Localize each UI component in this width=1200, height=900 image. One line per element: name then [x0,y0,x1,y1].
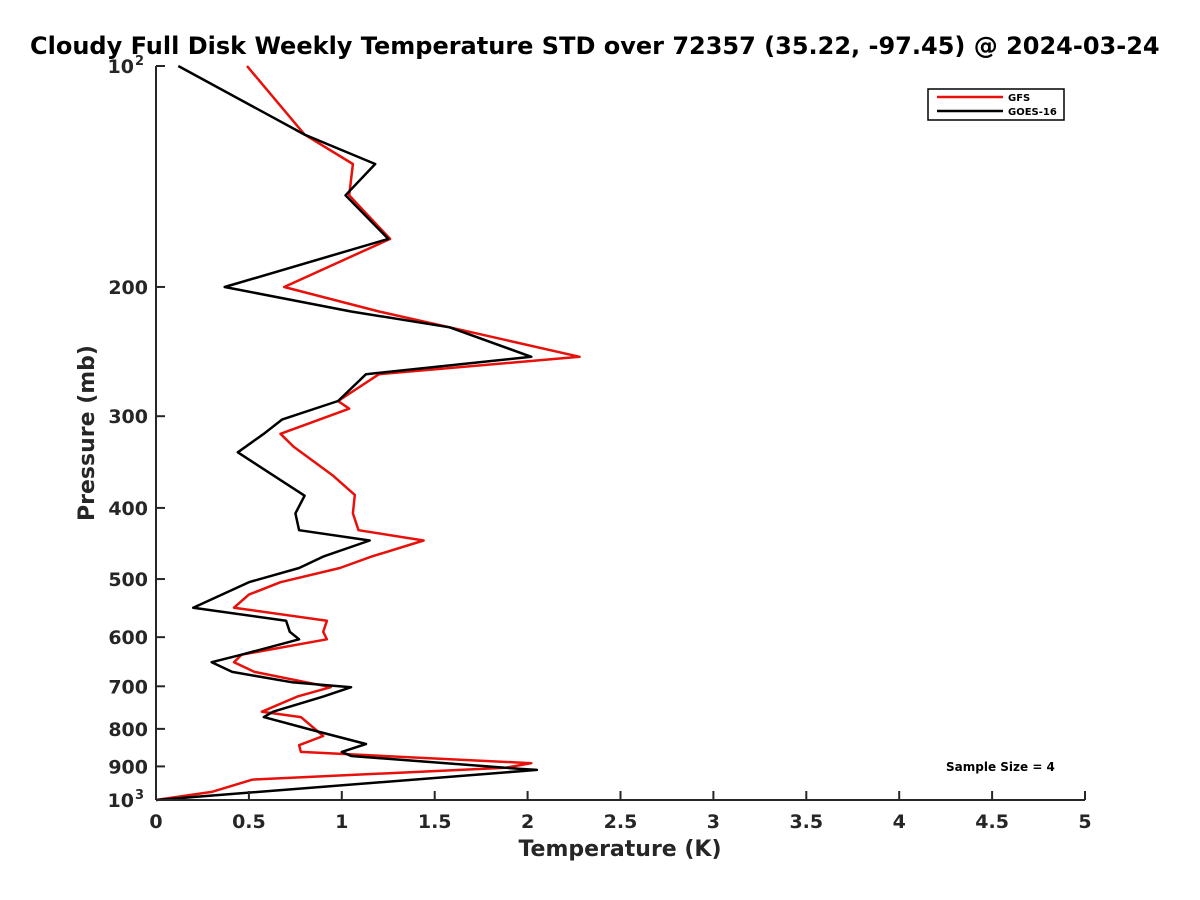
series-line-goes16 [155,64,539,802]
x-tick-label: 3 [707,811,720,833]
x-tick-label: 4 [893,811,906,833]
x-axis-label: Temperature (K) [518,837,721,862]
sample-size-annotation: Sample Size = 4 [946,760,1055,774]
y-tick-label: 10 [108,790,134,812]
x-tick-label: 0.5 [232,811,266,833]
legend-box [927,88,1065,121]
y-tick-label: 300 [108,406,148,428]
y-tick-label: 600 [108,627,148,649]
x-tick-label: 2 [521,811,534,833]
y-tick-label: 10 [108,56,134,78]
axes-layer: 0 0.5 1 1.5 2 2.5 3 3.5 4 4.5 510 22003004005006007… [108,54,1092,833]
legend-label-goes16: GOES-16 [1008,107,1057,118]
y-axis-label: Pressure (mb) [75,345,100,521]
x-tick-label: 5 [1078,811,1091,833]
chart-title: Cloudy Full Disk Weekly Temperature STD … [30,32,1160,60]
x-tick-label: 3.5 [789,811,823,833]
y-tick-label: 900 [108,756,148,778]
legend-label-gfs: GFS [1008,93,1030,104]
legend: GFS GOES-16 [927,88,1065,121]
plot-area [156,66,1085,800]
series-layer [155,64,581,802]
x-tick-label: 4.5 [975,811,1009,833]
y-tick-exponent: 3 [135,788,144,803]
y-tick-label: 700 [108,676,148,698]
y-tick-label: 200 [108,277,148,299]
y-tick-exponent: 2 [135,54,144,69]
x-tick-label: 1 [335,811,348,833]
x-tick-label: 2.5 [604,811,638,833]
y-tick-label: 500 [108,569,148,591]
y-tick-label: 400 [108,498,148,520]
x-tick-label: 0 [149,811,162,833]
x-tick-label: 1.5 [418,811,452,833]
y-tick-label: 800 [108,719,148,741]
